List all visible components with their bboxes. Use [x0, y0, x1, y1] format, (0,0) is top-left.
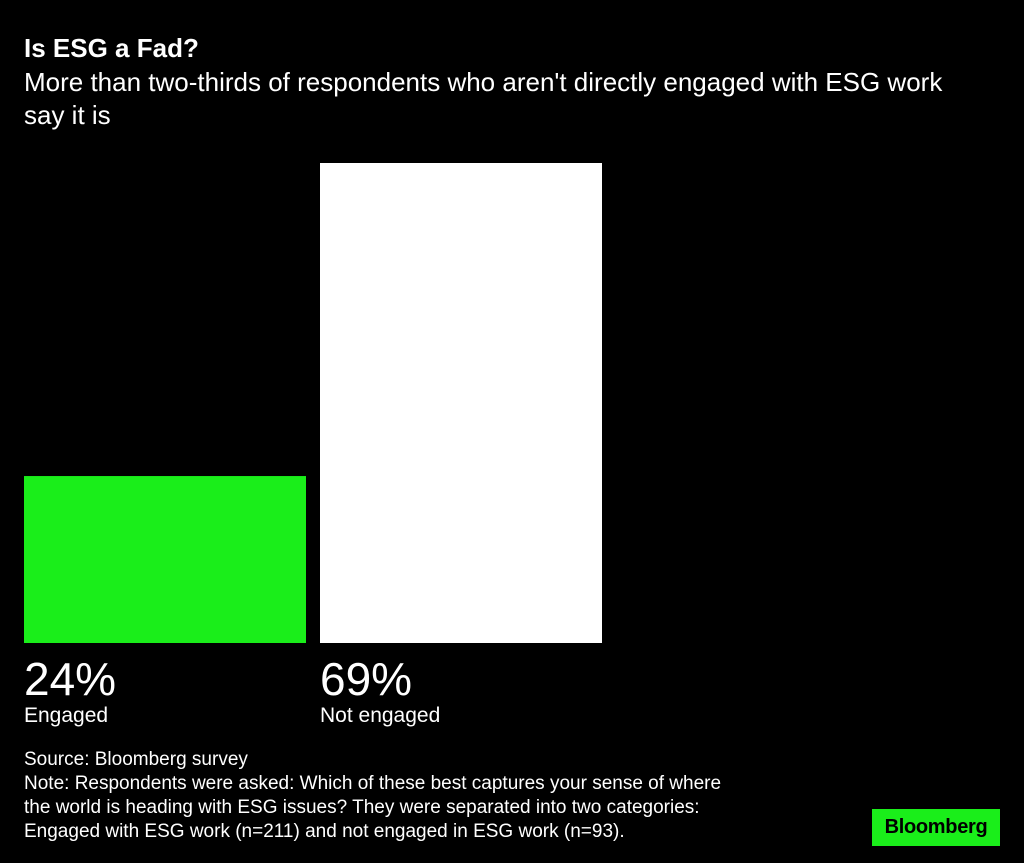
- category-label-engaged: Engaged: [24, 704, 108, 727]
- bar-not-engaged: [320, 163, 602, 643]
- chart-subtitle: More than two-thirds of respondents who …: [24, 67, 943, 130]
- note-line-3: Engaged with ESG work (n=211) and not en…: [24, 821, 625, 842]
- value-label-not-engaged: 69%: [320, 653, 412, 705]
- chart-title: Is ESG a Fad?: [24, 33, 199, 63]
- chart-footer: Source: Bloomberg survey Note: Responden…: [24, 748, 854, 844]
- category-label-not-engaged: Not engaged: [320, 704, 440, 727]
- bar-engaged: [24, 476, 306, 643]
- value-label-engaged: 24%: [24, 653, 116, 705]
- bloomberg-logo: Bloomberg: [872, 809, 1000, 846]
- bars-group: [24, 163, 602, 643]
- bar-chart: 24%Engaged 69%Not engaged: [24, 163, 602, 727]
- note-line-1: Note: Respondents were asked: Which of t…: [24, 773, 722, 794]
- source-text: Source: Bloomberg survey: [24, 749, 248, 770]
- labels-group: 24%Engaged 69%Not engaged: [24, 653, 440, 727]
- note-line-2: the world is heading with ESG issues? Th…: [24, 797, 700, 818]
